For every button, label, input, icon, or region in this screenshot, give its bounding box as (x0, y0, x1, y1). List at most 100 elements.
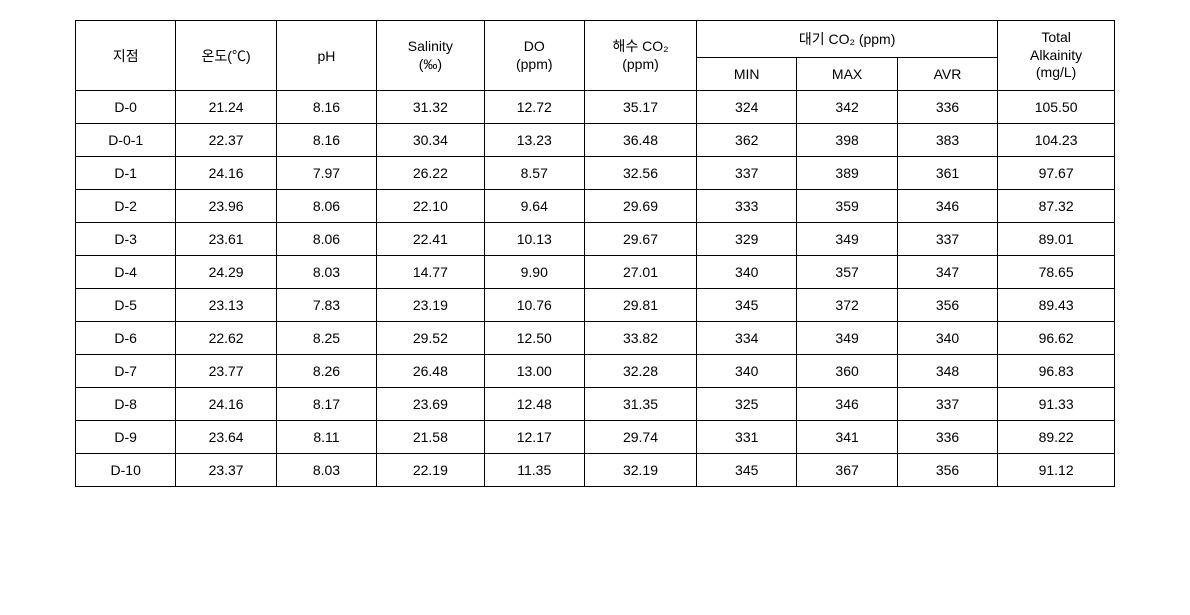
col-header-seaco2-l2: (ppm) (622, 56, 659, 72)
cell-alk: 89.43 (998, 289, 1115, 322)
cell-max: 389 (797, 157, 897, 190)
cell-seaco2: 35.17 (584, 91, 696, 124)
cell-seaco2: 32.28 (584, 355, 696, 388)
cell-ph: 8.03 (276, 454, 376, 487)
table-row: D-021.248.1631.3212.7235.17324342336105.… (76, 91, 1115, 124)
cell-station: D-1 (76, 157, 176, 190)
cell-avr: 346 (897, 190, 997, 223)
cell-station: D-2 (76, 190, 176, 223)
cell-do: 12.72 (484, 91, 584, 124)
cell-do: 12.50 (484, 322, 584, 355)
col-header-station: 지점 (76, 21, 176, 91)
cell-sal: 14.77 (377, 256, 484, 289)
cell-temp: 23.37 (176, 454, 276, 487)
col-header-alk-l1: Total (1041, 29, 1071, 45)
table-row: D-1023.378.0322.1911.3532.1934536735691.… (76, 454, 1115, 487)
col-header-seaco2-l1: 해수 CO₂ (612, 38, 668, 54)
cell-sal: 21.58 (377, 421, 484, 454)
cell-seaco2: 32.56 (584, 157, 696, 190)
cell-seaco2: 29.81 (584, 289, 696, 322)
cell-ph: 8.17 (276, 388, 376, 421)
cell-sal: 26.22 (377, 157, 484, 190)
cell-sal: 30.34 (377, 124, 484, 157)
cell-seaco2: 36.48 (584, 124, 696, 157)
cell-seaco2: 31.35 (584, 388, 696, 421)
cell-alk: 91.12 (998, 454, 1115, 487)
cell-station: D-6 (76, 322, 176, 355)
table-row: D-223.968.0622.109.6429.6933335934687.32 (76, 190, 1115, 223)
cell-station: D-5 (76, 289, 176, 322)
cell-do: 9.90 (484, 256, 584, 289)
col-header-avr: AVR (897, 58, 997, 91)
cell-station: D-0 (76, 91, 176, 124)
table-body: D-021.248.1631.3212.7235.17324342336105.… (76, 91, 1115, 487)
cell-min: 329 (697, 223, 797, 256)
cell-seaco2: 29.67 (584, 223, 696, 256)
cell-avr: 356 (897, 454, 997, 487)
cell-temp: 22.37 (176, 124, 276, 157)
col-header-do-l2: (ppm) (516, 56, 553, 72)
cell-min: 333 (697, 190, 797, 223)
cell-alk: 78.65 (998, 256, 1115, 289)
cell-max: 360 (797, 355, 897, 388)
cell-sal: 22.10 (377, 190, 484, 223)
cell-sal: 23.69 (377, 388, 484, 421)
table-row: D-923.648.1121.5812.1729.7433134133689.2… (76, 421, 1115, 454)
cell-ph: 8.16 (276, 124, 376, 157)
cell-min: 345 (697, 289, 797, 322)
cell-alk: 89.01 (998, 223, 1115, 256)
cell-seaco2: 33.82 (584, 322, 696, 355)
cell-station: D-10 (76, 454, 176, 487)
cell-temp: 24.29 (176, 256, 276, 289)
col-header-do: DO (ppm) (484, 21, 584, 91)
col-header-seaco2: 해수 CO₂ (ppm) (584, 21, 696, 91)
cell-max: 372 (797, 289, 897, 322)
cell-alk: 104.23 (998, 124, 1115, 157)
cell-min: 324 (697, 91, 797, 124)
cell-avr: 347 (897, 256, 997, 289)
cell-temp: 23.61 (176, 223, 276, 256)
cell-temp: 21.24 (176, 91, 276, 124)
table-row: D-622.628.2529.5212.5033.8233434934096.6… (76, 322, 1115, 355)
cell-seaco2: 29.69 (584, 190, 696, 223)
cell-max: 349 (797, 223, 897, 256)
cell-do: 10.13 (484, 223, 584, 256)
col-header-alk-l3: (mg/L) (1036, 64, 1076, 80)
cell-temp: 23.77 (176, 355, 276, 388)
cell-alk: 96.83 (998, 355, 1115, 388)
cell-avr: 361 (897, 157, 997, 190)
cell-min: 331 (697, 421, 797, 454)
cell-avr: 356 (897, 289, 997, 322)
cell-do: 11.35 (484, 454, 584, 487)
cell-ph: 8.11 (276, 421, 376, 454)
cell-min: 325 (697, 388, 797, 421)
cell-seaco2: 27.01 (584, 256, 696, 289)
cell-station: D-7 (76, 355, 176, 388)
col-header-do-l1: DO (524, 38, 545, 54)
cell-do: 12.48 (484, 388, 584, 421)
cell-max: 346 (797, 388, 897, 421)
cell-temp: 22.62 (176, 322, 276, 355)
col-header-temp: 온도(℃) (176, 21, 276, 91)
cell-do: 13.23 (484, 124, 584, 157)
col-header-min: MIN (697, 58, 797, 91)
cell-temp: 23.64 (176, 421, 276, 454)
cell-temp: 23.13 (176, 289, 276, 322)
table-row: D-124.167.9726.228.5732.5633738936197.67 (76, 157, 1115, 190)
cell-station: D-0-1 (76, 124, 176, 157)
cell-do: 9.64 (484, 190, 584, 223)
cell-sal: 29.52 (377, 322, 484, 355)
table-row: D-424.298.0314.779.9027.0134035734778.65 (76, 256, 1115, 289)
col-header-airco2-group: 대기 CO₂ (ppm) (697, 21, 998, 58)
cell-min: 340 (697, 256, 797, 289)
cell-alk: 96.62 (998, 322, 1115, 355)
cell-station: D-8 (76, 388, 176, 421)
cell-station: D-3 (76, 223, 176, 256)
table-row: D-523.137.8323.1910.7629.8134537235689.4… (76, 289, 1115, 322)
cell-max: 349 (797, 322, 897, 355)
cell-ph: 8.06 (276, 223, 376, 256)
data-table: 지점 온도(℃) pH Salinity (‰) DO (ppm) 해수 CO₂… (75, 20, 1115, 487)
cell-sal: 26.48 (377, 355, 484, 388)
cell-alk: 105.50 (998, 91, 1115, 124)
cell-seaco2: 29.74 (584, 421, 696, 454)
